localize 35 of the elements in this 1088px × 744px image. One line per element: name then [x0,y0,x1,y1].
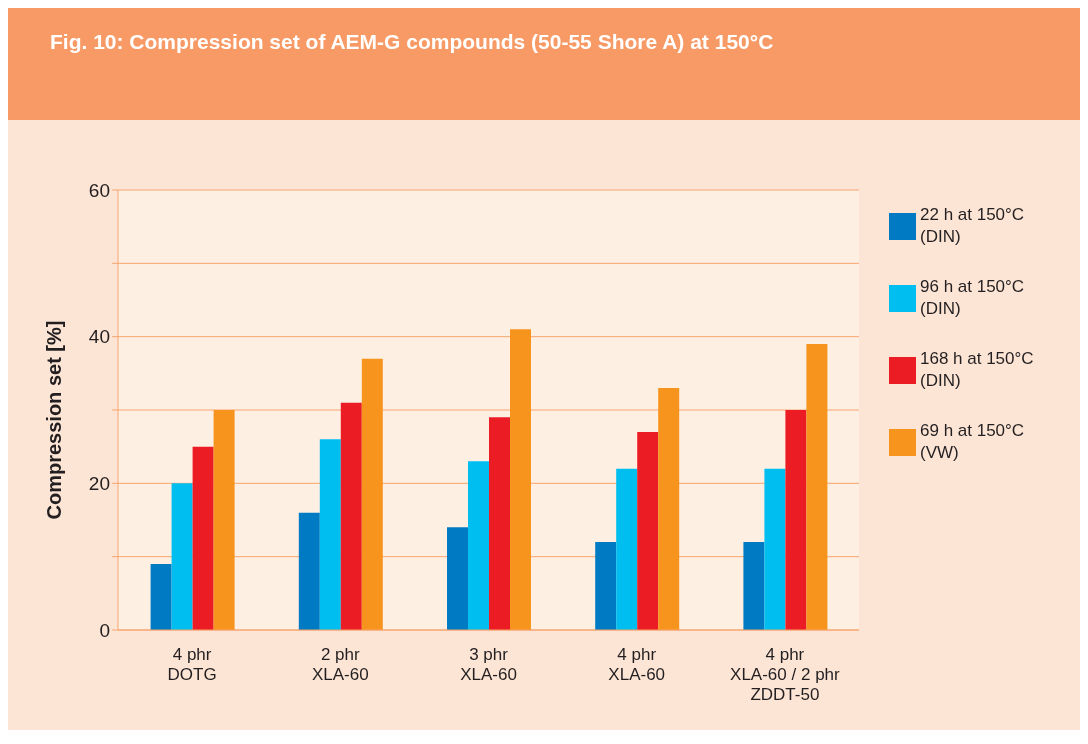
bar [510,329,531,630]
y-tick-label: 60 [88,179,110,201]
bar [192,446,214,630]
bar [637,432,659,630]
bar [340,402,362,630]
bar [171,483,193,630]
bar [806,344,828,630]
bar [785,410,807,630]
legend-label: 96 h at 150°C (DIN) [920,276,1026,320]
bar [447,527,468,630]
bar [764,468,786,630]
bar [489,417,510,630]
bar [658,388,680,630]
bar [213,410,235,630]
chart-title: Fig. 10: Compression set of AEM-G compounds (50-55 Shore A) at 150°C [8,8,1080,120]
x-tick-label: 4 phr XLA-60 / 2 phr ZDDT-50 [730,645,841,704]
bar [616,468,638,630]
bar [468,461,489,630]
x-tick-label: 3 phr XLA-60 [460,645,517,684]
y-axis-title: Compression set [%] [42,320,66,520]
bar [743,542,765,630]
bar [319,439,341,630]
x-tick-label: 4 phr DOTG [167,645,217,684]
bar [595,542,617,630]
y-tick-label: 0 [99,619,110,641]
y-tick-label: 20 [88,473,110,495]
legend-label: 22 h at 150°C (DIN) [920,204,1026,248]
bar [298,512,320,630]
y-tick-label: 40 [88,326,110,348]
x-tick-label: 4 phr XLA-60 [608,645,666,684]
legend-label: 168 h at 150°C (DIN) [920,348,1035,392]
bar [361,358,383,630]
bar [150,564,172,630]
x-tick-label: 2 phr XLA-60 [311,645,369,684]
legend-label: 69 h at 150°C (VW) [920,420,1026,464]
